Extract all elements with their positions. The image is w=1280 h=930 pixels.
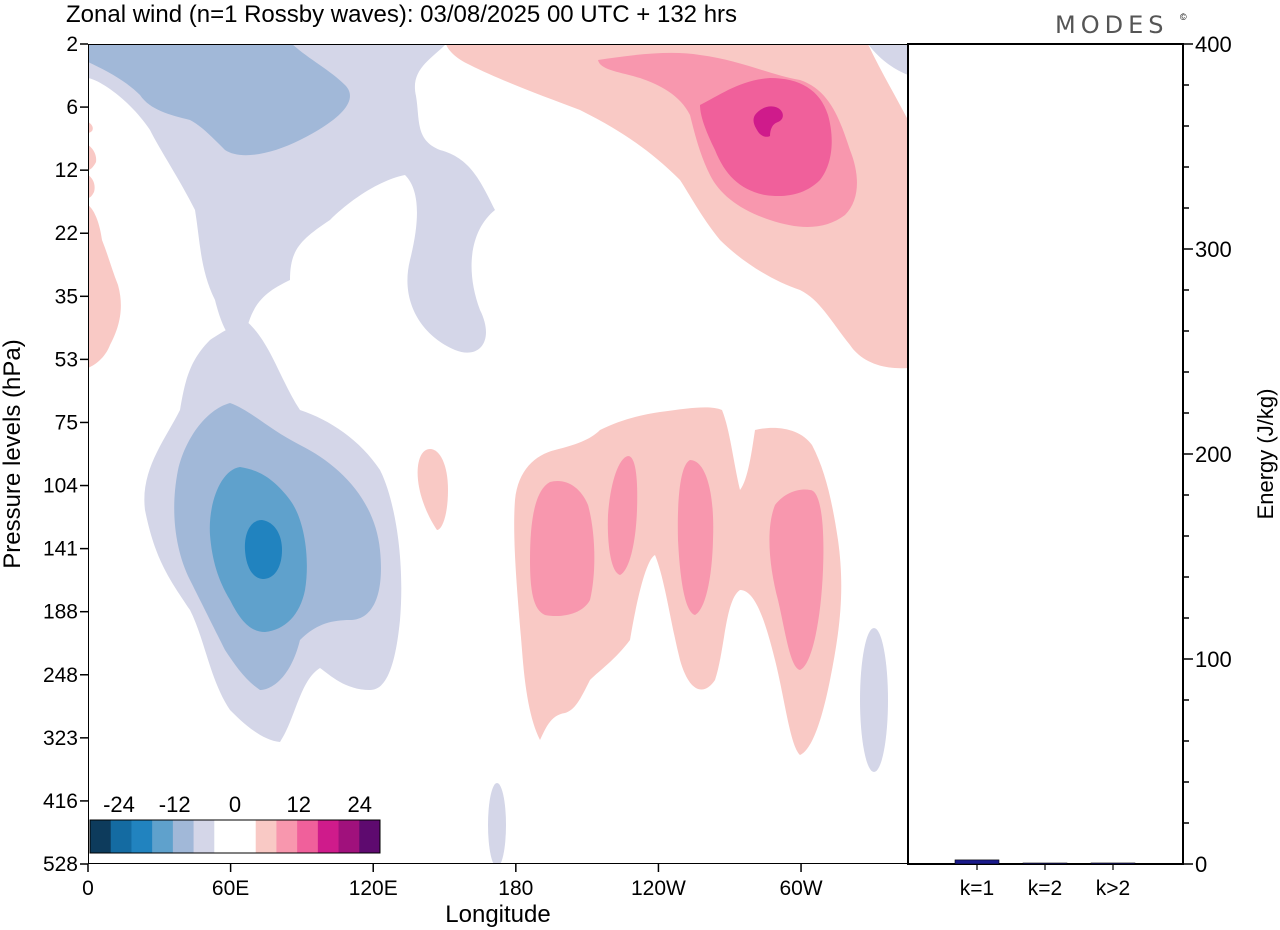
colorbar-swatch xyxy=(131,820,153,853)
x-axis-label: Longitude xyxy=(445,901,550,928)
energy-bar xyxy=(1090,862,1136,865)
chart-title: Zonal wind (n=1 Rossby waves): 03/08/202… xyxy=(66,1,737,28)
colorbar-swatch xyxy=(214,820,236,853)
colorbar-label: 24 xyxy=(347,792,371,817)
x-tick-label: 60W xyxy=(779,877,822,900)
colorbar-frame xyxy=(89,819,381,854)
x-tick-label: 120W xyxy=(631,877,686,900)
contour-plot xyxy=(88,44,908,864)
colorbar-swatch xyxy=(193,820,215,853)
colorbar-swatch xyxy=(255,820,277,853)
colorbar-swatch xyxy=(359,820,381,853)
energy-bar xyxy=(1022,862,1068,865)
contour-pos-upper-core xyxy=(753,106,783,137)
contour-pos-left-1 xyxy=(88,205,121,368)
colorbar-swatch xyxy=(110,820,132,853)
colorbar-label: -12 xyxy=(159,792,191,817)
contour-pos-left-4 xyxy=(88,122,93,133)
colorbar-label: 0 xyxy=(229,792,241,817)
colorbar-swatch xyxy=(276,820,298,853)
contour-pos-lower-mid-1 xyxy=(530,480,595,617)
energy-y-axis: 0 100 200 300 400 xyxy=(1183,32,1232,877)
energy-category-label: k=2 xyxy=(1028,877,1062,900)
y-tick-label: 6 xyxy=(66,96,78,119)
y-tick-label: 53 xyxy=(55,348,78,371)
y-tick-label: 22 xyxy=(55,222,78,245)
energy-axis-label: Energy (J/kg) xyxy=(1253,389,1278,520)
contour-neg-lower-core xyxy=(244,520,282,579)
energy-category-label: k>2 xyxy=(1096,877,1130,900)
y-tick-label: 416 xyxy=(43,790,78,813)
contour-neg-upper-inner xyxy=(88,44,350,156)
y-tick-label: 12 xyxy=(55,159,78,182)
x-tick-label: 180 xyxy=(498,877,533,900)
brand-text: MODES xyxy=(1055,11,1168,39)
x-tick-label: 120E xyxy=(349,877,398,900)
energy-category-label: k=1 xyxy=(960,877,994,900)
contour-neg-corner-outer xyxy=(868,44,908,75)
colorbar-swatch xyxy=(152,820,174,853)
energy-tick-label: 400 xyxy=(1195,32,1232,57)
colorbar-swatches xyxy=(90,820,381,853)
x-tick-label: 60E xyxy=(212,877,249,900)
y-axis-label: Pressure levels (hPa) xyxy=(0,339,26,568)
y-tick-label: 104 xyxy=(43,475,78,498)
contour-pos-upper-inner xyxy=(700,78,832,197)
energy-bar xyxy=(954,859,1000,865)
colorbar-swatch xyxy=(235,820,257,853)
colorbar-swatch xyxy=(90,820,112,853)
colorbar-swatch xyxy=(317,820,340,853)
y-tick-label: 75 xyxy=(55,411,78,434)
x-tick-label: 0 xyxy=(82,877,94,900)
y-tick-label: 141 xyxy=(43,538,78,561)
contour-neg-upper-outer xyxy=(88,44,495,353)
colorbar-swatch xyxy=(338,820,360,853)
energy-tick-label: 0 xyxy=(1195,852,1207,877)
contour-pos-lower-mid-2 xyxy=(607,456,638,575)
colorbar-swatch xyxy=(297,820,319,853)
x-axis: 0 60E 120E 180 120W 60W xyxy=(82,864,823,900)
y-tick-label: 323 xyxy=(43,727,78,750)
brand-mark: © xyxy=(1180,12,1187,22)
brand-logo: MODES © xyxy=(1055,11,1187,39)
contour-neg-blob-2 xyxy=(488,783,506,864)
contour-neg-blob-1 xyxy=(860,628,888,772)
contour-pos-lower-outer xyxy=(514,407,842,755)
energy-x-axis: k=1 k=2 k>2 xyxy=(960,864,1130,900)
colorbar-label: 12 xyxy=(287,792,311,817)
energy-tick-label: 100 xyxy=(1195,647,1232,672)
colorbar-swatch xyxy=(172,820,195,853)
energy-tick-label: 200 xyxy=(1195,442,1232,467)
colorbar-labels: -24 -12 0 12 24 xyxy=(103,792,372,817)
colorbar: -24 -12 0 12 24 xyxy=(89,792,381,854)
contour-pos-left-3 xyxy=(88,175,95,198)
contour-pos-lower-mid-3 xyxy=(677,460,714,615)
contour-pos-lower-mid-4 xyxy=(769,489,824,670)
y-tick-label: 2 xyxy=(66,33,78,56)
energy-tick-label: 300 xyxy=(1195,237,1232,262)
y-axis: 2 6 12 22 35 53 75 104 141 188 248 323 416 528 xyxy=(43,33,88,876)
energy-frame xyxy=(907,43,1184,865)
energy-bar-panel: 0 100 200 300 400 k=1 k=2 k>2 xyxy=(907,32,1232,900)
contour-pos-left-2 xyxy=(88,145,97,170)
y-tick-label: 248 xyxy=(43,664,78,687)
colorbar-label: -24 xyxy=(103,792,135,817)
y-tick-label: 188 xyxy=(43,601,78,624)
y-tick-label: 528 xyxy=(43,853,78,876)
y-tick-label: 35 xyxy=(55,285,78,308)
contour-pos-blob xyxy=(417,449,448,530)
